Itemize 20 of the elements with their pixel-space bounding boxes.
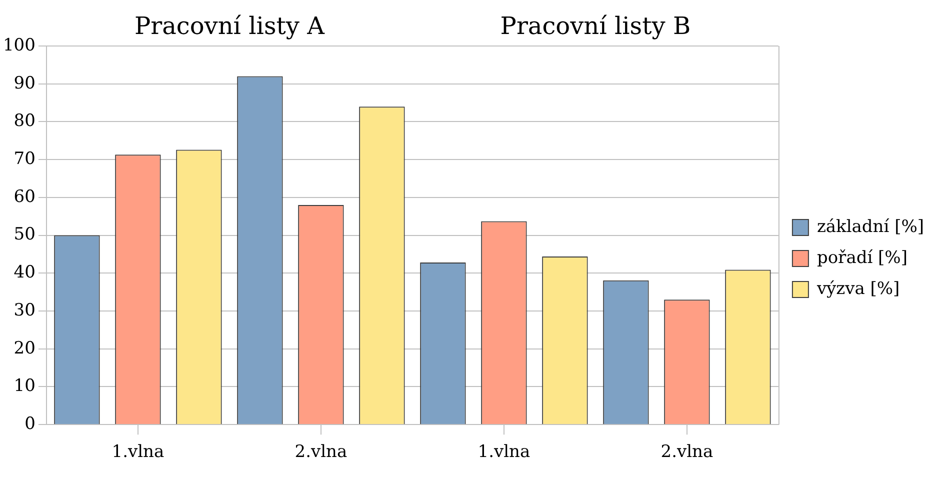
x-tick-label: 1.vlna (112, 442, 164, 462)
legend-label: základní [%] (816, 216, 924, 237)
y-tick-label: 90 (14, 73, 36, 94)
y-tick-label: 70 (14, 149, 36, 169)
text: Pracovní listy B (500, 12, 691, 40)
y-tick-label: 10 (14, 376, 36, 396)
y-tick-label: 0 (24, 414, 36, 434)
text: Pracovní listy A (134, 12, 326, 40)
x-tick-label: 2.vlna (660, 442, 714, 462)
y-tick-label: 40 (14, 262, 36, 283)
y-tick-label: 20 (14, 338, 36, 358)
y-tick-label: 60 (14, 186, 36, 207)
x-tick-label: 2.vlna (294, 442, 348, 462)
legend-label: výzva [%] (816, 278, 900, 299)
x-tick-label: 1.vlna (478, 442, 530, 462)
legend-label: pořadí [%] (816, 248, 908, 268)
y-tick-label: 30 (14, 300, 36, 320)
y-tick-label: 80 (14, 111, 36, 132)
y-tick-label: 50 (14, 224, 36, 245)
y-tick-label: 100 (2, 35, 36, 56)
